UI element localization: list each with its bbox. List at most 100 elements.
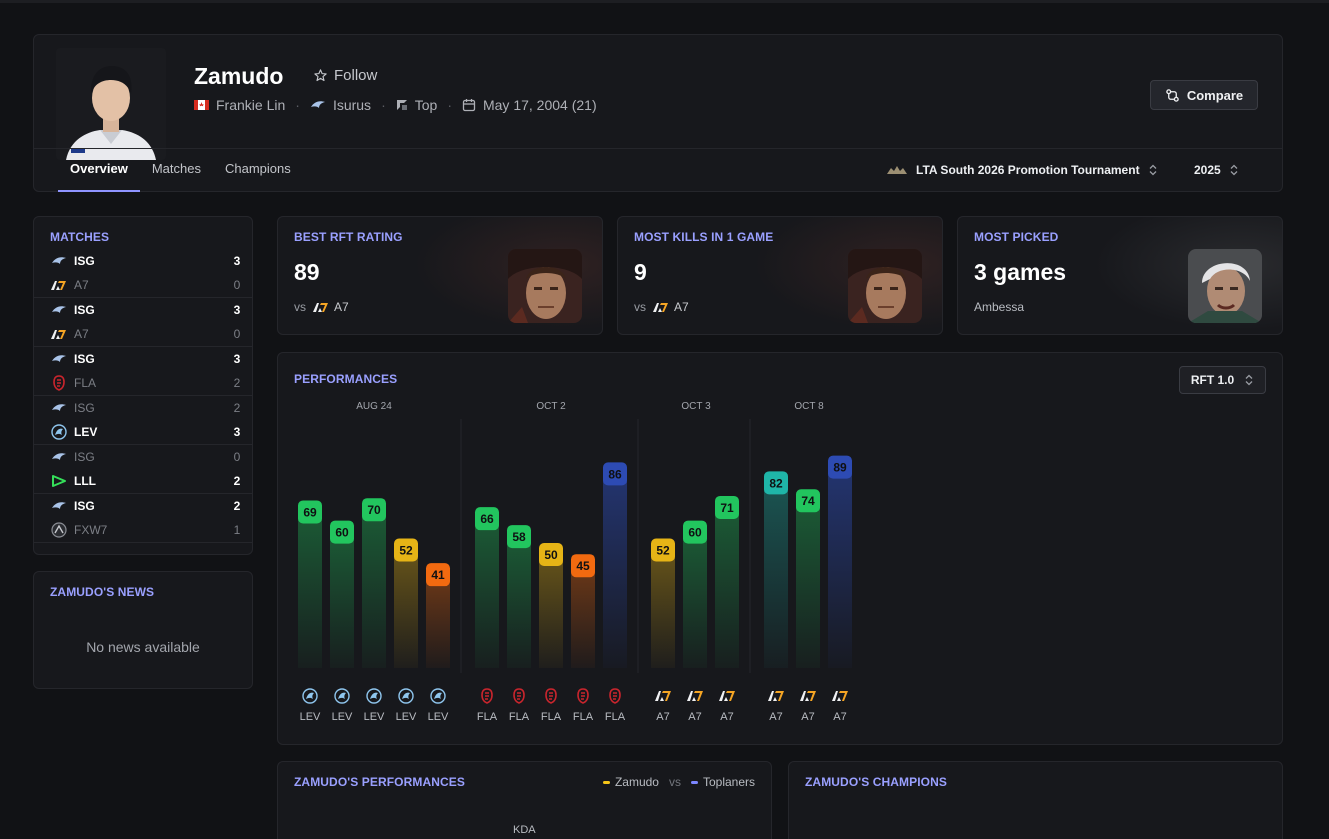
team-name: A7 — [74, 327, 89, 341]
champion-ambessa-portrait — [1188, 249, 1262, 323]
top-lane-icon — [396, 100, 407, 110]
lev-logo-icon — [302, 688, 318, 704]
match-team-row: ISG 3 — [50, 249, 252, 273]
performance-bar[interactable] — [394, 551, 418, 668]
player-performances-title: ZAMUDO'S PERFORMANCES — [294, 775, 465, 789]
team-score: 2 — [233, 401, 241, 415]
team-name: ISG — [74, 401, 95, 415]
player-team-link[interactable]: Isurus — [310, 97, 371, 113]
fla-logo-icon — [545, 688, 557, 704]
rating-value: 70 — [367, 503, 381, 517]
lev-logo-icon — [334, 688, 350, 704]
performance-bar[interactable] — [298, 513, 322, 668]
stat-champion-name: Ambessa — [974, 300, 1025, 314]
lev-logo-icon — [398, 688, 414, 704]
a7-logo-icon — [800, 691, 816, 701]
opponent-label: A7 — [688, 711, 701, 723]
tab-matches[interactable]: Matches — [151, 161, 201, 176]
tournament-select[interactable]: LTA South 2026 Promotion Tournament — [886, 163, 1158, 177]
most-picked-card[interactable]: MOST PICKED 3 games Ambessa — [957, 216, 1283, 335]
isurus-logo-icon — [50, 302, 68, 318]
kda-axis-label: KDA — [513, 824, 536, 836]
match-item[interactable]: ISG 0 LLL 2 — [34, 445, 252, 494]
performance-bar[interactable] — [715, 508, 739, 668]
date-label: OCT 2 — [536, 401, 566, 412]
leviatan-logo-icon — [50, 424, 68, 440]
date-label: AUG 24 — [356, 401, 392, 412]
follow-button[interactable]: Follow — [313, 67, 377, 84]
performance-bar[interactable] — [507, 538, 531, 668]
stat-value: 9 — [634, 259, 647, 285]
performance-bar[interactable] — [796, 502, 820, 668]
stat-value: 89 — [294, 259, 320, 285]
opponent-label: A7 — [656, 711, 669, 723]
team-name: ISG — [74, 450, 95, 464]
team-name: FLA — [74, 376, 97, 390]
player-photo — [56, 48, 166, 160]
stat-title: MOST KILLS IN 1 GAME — [634, 230, 774, 244]
performance-bar[interactable] — [475, 520, 499, 668]
performance-bar[interactable] — [683, 533, 707, 668]
performance-bar[interactable] — [828, 468, 852, 668]
opponent-label: LEV — [300, 711, 321, 723]
rating-value: 66 — [480, 512, 494, 526]
best-rft-card[interactable]: BEST RFT RATING 89 vs A7 — [277, 216, 603, 335]
tab-overview[interactable]: Overview — [58, 148, 140, 192]
chevron-updown-icon — [1230, 164, 1238, 176]
match-item[interactable]: ISG 3 A7 0 — [34, 298, 252, 347]
performance-bar[interactable] — [651, 551, 675, 668]
rating-badge — [539, 543, 563, 566]
match-item[interactable]: ISG 2 LEV 3 — [34, 396, 252, 445]
compare-icon — [1166, 88, 1179, 102]
opponent-label: FLA — [605, 711, 626, 723]
match-item[interactable]: ISG 3 FLA 2 — [34, 347, 252, 396]
metric-select[interactable]: RFT 1.0 — [1179, 366, 1266, 394]
comparison-legend: Zamudo vs Toplaners — [602, 775, 755, 789]
most-kills-card[interactable]: MOST KILLS IN 1 GAME 9 vs A7 — [617, 216, 943, 335]
compare-button[interactable]: Compare — [1150, 80, 1258, 110]
team-score: 0 — [233, 327, 241, 341]
team-name: LLL — [74, 474, 96, 488]
champion-darius-portrait — [848, 249, 922, 323]
rating-badge — [764, 471, 788, 495]
fla-logo-icon — [513, 688, 525, 704]
news-title: ZAMUDO'S NEWS — [50, 585, 155, 599]
matches-card: MATCHES ISG 3 A7 0 ISG 3 A7 0 ISG 3 FLA 2 ISG 2 LEV 3 IS… — [33, 216, 253, 555]
opponent-label: FLA — [509, 711, 530, 723]
tab-champions[interactable]: Champions — [224, 161, 291, 176]
matches-title: MATCHES — [50, 230, 110, 244]
header-divider — [34, 148, 1282, 149]
isurus-logo-icon — [50, 253, 68, 269]
performance-bar[interactable] — [764, 484, 788, 668]
champion-darius-portrait — [508, 249, 582, 323]
rating-badge — [298, 500, 322, 524]
fla-logo-icon — [481, 688, 493, 704]
performance-bar[interactable] — [362, 511, 386, 668]
league-logo-icon — [887, 166, 907, 174]
player-birthdate: May 17, 2004 (21) — [462, 97, 597, 113]
date-label: OCT 3 — [681, 401, 711, 412]
match-team-row: ISG 3 — [50, 347, 252, 371]
player-performances-card: ZAMUDO'S PERFORMANCES Zamudo vs Toplaner… — [277, 761, 772, 839]
rating-value: 50 — [544, 548, 558, 562]
top-border — [0, 0, 1329, 3]
match-item[interactable]: ISG 3 A7 0 — [34, 249, 252, 298]
news-empty-message: No news available — [86, 639, 200, 655]
performance-bar[interactable] — [571, 567, 595, 668]
performance-bar[interactable] — [603, 475, 627, 668]
match-list: ISG 3 A7 0 ISG 3 A7 0 ISG 3 FLA 2 ISG 2 LEV 3 ISG 0 LLL 2 IS… — [34, 249, 252, 543]
match-item[interactable]: ISG 2 FXW7 1 — [34, 494, 252, 543]
rating-value: 60 — [688, 526, 702, 540]
performance-bar[interactable] — [539, 556, 563, 668]
performance-bar[interactable] — [330, 533, 354, 668]
opponent-label: LEV — [396, 711, 417, 723]
team-name: LEV — [74, 425, 98, 439]
stat-opponent: vs A7 — [294, 300, 349, 314]
performances-title: PERFORMANCES — [294, 372, 398, 386]
rating-value: 41 — [431, 568, 445, 582]
performance-bar[interactable] — [426, 576, 450, 668]
year-select[interactable]: 2025 — [1194, 163, 1239, 177]
team-name: ISG — [74, 352, 95, 366]
a7-logo-icon — [653, 302, 668, 312]
rating-badge — [715, 495, 739, 519]
